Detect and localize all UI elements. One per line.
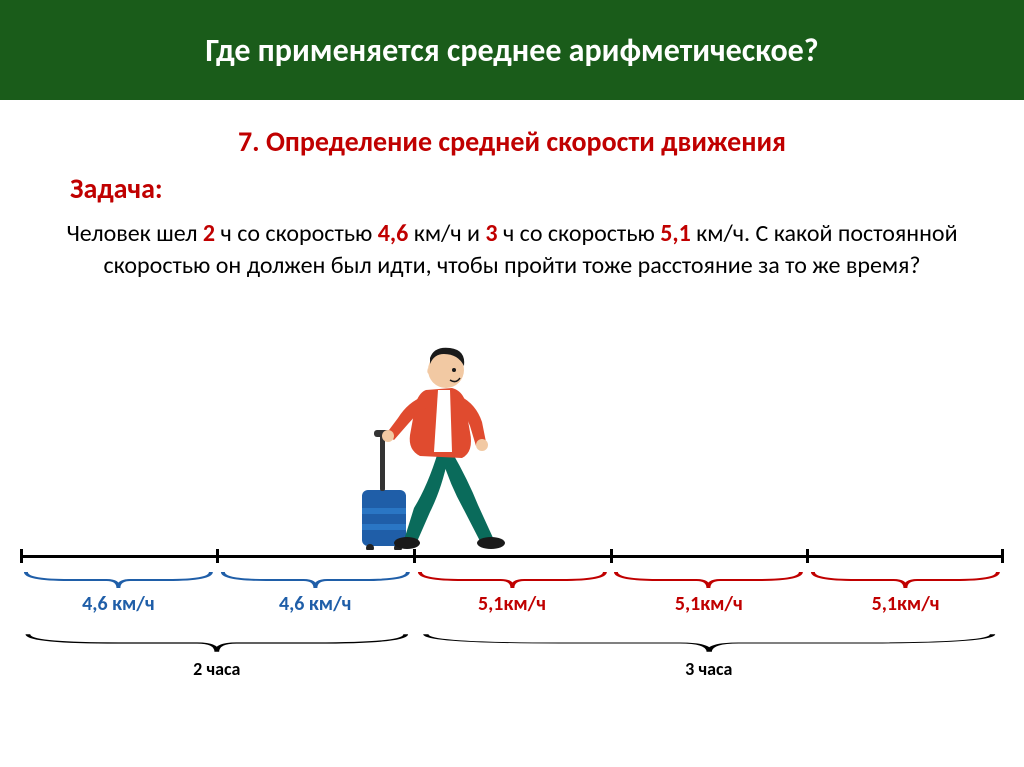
segment-label: 4,6 км/ч	[82, 592, 154, 616]
illustration: 4,6 км/ч 4,6 км/ч 5,1км/ч 5,1км/ч 5,1км/…	[0, 340, 1024, 720]
group-1: 2 часа	[20, 632, 414, 680]
segment-brace-row: 4,6 км/ч 4,6 км/ч 5,1км/ч 5,1км/ч 5,1км/…	[20, 570, 1004, 616]
tick	[216, 549, 219, 563]
tick	[413, 549, 416, 563]
number-line	[20, 555, 1004, 558]
task-label: Задача:	[70, 171, 1024, 206]
segment-label: 5,1км/ч	[872, 592, 940, 616]
task-t3: ч со скоростью	[498, 219, 661, 248]
brace-icon	[610, 570, 807, 590]
tick	[806, 549, 809, 563]
segment-5: 5,1км/ч	[807, 570, 1004, 616]
tick	[610, 549, 613, 563]
segment-1: 4,6 км/ч	[20, 570, 217, 616]
brace-icon	[807, 570, 1004, 590]
brace-icon	[20, 570, 217, 590]
segment-label: 5,1км/ч	[675, 592, 743, 616]
brace-icon	[217, 570, 414, 590]
task-prefix: Человек шел	[66, 219, 202, 248]
task-num-4: 5,1	[660, 219, 691, 248]
header-band: Где применяется среднее арифметическое?	[0, 0, 1024, 100]
segment-label: 4,6 км/ч	[279, 592, 351, 616]
brace-icon	[414, 632, 1004, 654]
tick	[1001, 549, 1004, 563]
segment-label: 5,1км/ч	[478, 592, 546, 616]
suitcase-icon	[362, 430, 406, 550]
walking-man-icon	[360, 340, 520, 555]
segment-4: 5,1км/ч	[610, 570, 807, 616]
task-num-1: 2	[203, 219, 215, 248]
task-text: Человек шел 2 ч со скоростью 4,6 км/ч и …	[50, 218, 974, 283]
task-t1: ч со скоростью	[215, 219, 378, 248]
subtitle: 7. Определение средней скорости движения	[0, 124, 1024, 159]
group-label: 3 часа	[685, 658, 732, 680]
brace-icon	[414, 570, 611, 590]
task-num-2: 4,6	[378, 219, 409, 248]
segment-3: 5,1км/ч	[414, 570, 611, 616]
group-brace-row: 2 часа 3 часа	[20, 632, 1004, 680]
brace-icon	[20, 632, 414, 654]
task-t2: км/ч и	[408, 219, 485, 248]
group-2: 3 часа	[414, 632, 1004, 680]
task-num-3: 3	[485, 219, 497, 248]
group-label: 2 часа	[193, 658, 240, 680]
page-title: Где применяется среднее арифметическое?	[205, 31, 818, 70]
segment-2: 4,6 км/ч	[217, 570, 414, 616]
tick	[20, 549, 23, 563]
